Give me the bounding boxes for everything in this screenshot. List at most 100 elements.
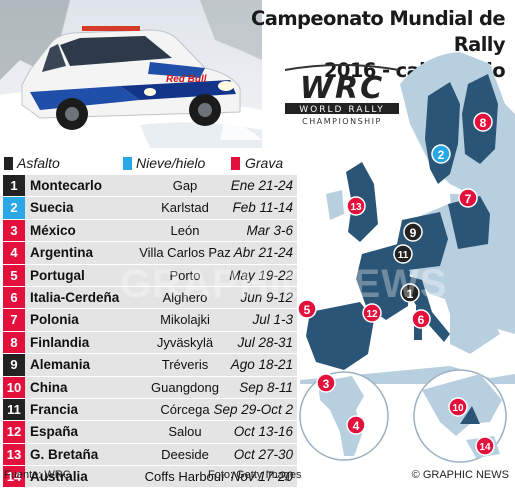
rally-city: Jyväskylä xyxy=(156,334,214,350)
map-land-ireland xyxy=(326,190,344,220)
map-marker-label-2: 2 xyxy=(438,148,445,162)
map-marker-label-11: 11 xyxy=(398,250,409,261)
map-marker-3 xyxy=(316,373,336,393)
asia-pacific-inset: 10 14 xyxy=(413,369,507,463)
rally-country: China xyxy=(30,379,68,395)
map-marker-label-14: 14 xyxy=(479,442,491,453)
map-marker-label-9: 9 xyxy=(410,226,417,240)
surface-legend: Asfalto Nieve/hielo Grava xyxy=(0,153,300,173)
round-number-badge: 12 xyxy=(3,421,25,443)
calendar-row: 10 China Guangdong Sep 8-11 xyxy=(3,376,297,399)
round-number-badge: 14 xyxy=(3,466,25,488)
rally-country: Australia xyxy=(30,469,88,485)
map-marker-label-6: 6 xyxy=(418,313,425,327)
round-number-badge: 3 xyxy=(3,219,25,242)
round-number-badge: 6 xyxy=(3,286,25,309)
map-marker-label-3: 3 xyxy=(323,377,330,391)
rally-city: León xyxy=(170,222,200,238)
wrc-logo-sub2: CHAMPIONSHIP xyxy=(302,117,382,126)
map-marker-12 xyxy=(362,303,382,323)
map-land-poland xyxy=(445,196,490,249)
rally-country: G. Bretaña xyxy=(30,446,99,462)
footer-photo-credit: Foto: Getty Images xyxy=(208,469,302,481)
legend-swatch-gravel xyxy=(231,157,240,170)
round-number-badge: 1 xyxy=(3,175,25,197)
rally-car-photo: Red Bull xyxy=(0,0,262,148)
rally-date: Sep 8-11 xyxy=(239,379,293,395)
calendar-row: 12 España Salou Oct 13-16 xyxy=(3,421,297,444)
legend-label-asphalt: Asfalto xyxy=(17,155,60,171)
red-bull-logo: Red Bull xyxy=(166,74,207,85)
rally-country: Polonia xyxy=(30,312,79,328)
rally-country: Portugal xyxy=(30,267,85,283)
map-marker-7 xyxy=(458,188,478,208)
rally-date: Feb 11-14 xyxy=(232,200,293,216)
map-marker-label-7: 7 xyxy=(465,192,472,206)
map-marker-9 xyxy=(403,222,423,242)
calendar-row: 4 Argentina Villa Carlos Paz Abr 21-24 xyxy=(3,242,297,265)
map-marker-8 xyxy=(473,112,493,132)
calendar-row: 14 Australia Coffs Harbour Nov 17-20 xyxy=(3,466,297,488)
legend-swatch-snow xyxy=(123,157,132,170)
round-number-badge: 7 xyxy=(3,309,25,331)
round-number-badge: 9 xyxy=(3,354,25,376)
calendar-row: 7 Polonia Mikolajki Jul 1-3 xyxy=(3,309,297,332)
footer-source: Fuente: WRC xyxy=(4,469,71,481)
rally-date: Nov 17-20 xyxy=(230,469,293,485)
rally-date: Abr 21-24 xyxy=(233,245,293,261)
map-marker-2 xyxy=(431,144,451,164)
round-number-badge: 10 xyxy=(3,376,25,398)
map-marker-1 xyxy=(400,283,420,303)
calendar-row: 13 G. Bretaña Deeside Oct 27-30 xyxy=(3,443,297,467)
rally-city: Gap xyxy=(172,178,198,193)
map-marker-6 xyxy=(411,309,431,329)
map-markers: 8 2 7 13 9 11 1 5 12 6 xyxy=(297,112,493,329)
round-number-badge: 5 xyxy=(3,264,25,286)
rally-date: Sep 29-Oct 2 xyxy=(213,401,293,417)
map-marker-label-5: 5 xyxy=(304,303,311,317)
rally-country: Montecarlo xyxy=(30,178,103,193)
legend-swatch-asphalt xyxy=(4,157,13,170)
rally-date: Oct 13-16 xyxy=(233,424,293,440)
rally-date: Jul 1-3 xyxy=(252,312,293,328)
rally-city: Porto xyxy=(169,267,201,283)
calendar-row: 3 México León Mar 3-6 xyxy=(3,219,297,243)
map-marker-10 xyxy=(448,397,468,417)
map-marker-label-8: 8 xyxy=(480,116,487,130)
rally-date: Jul 28-31 xyxy=(237,334,293,350)
map-land-iberia xyxy=(306,302,374,370)
round-number-badge: 2 xyxy=(3,197,25,219)
map-marker-4 xyxy=(346,415,366,435)
map-marker-label-4: 4 xyxy=(353,419,360,433)
round-number-badge: 4 xyxy=(3,242,25,264)
europe-map: 8 2 7 13 9 11 1 5 12 6 3 4 10 14 xyxy=(297,52,515,463)
calendar-row: 8 Finlandia Jyväskylä Jul 28-31 xyxy=(3,331,297,355)
map-land-france xyxy=(356,244,410,320)
wrc-logo-sub1: WORLD RALLY xyxy=(299,105,384,115)
map-marker-13 xyxy=(346,196,366,216)
rally-date: Ene 21-24 xyxy=(230,178,293,193)
rally-country: Italia-Cerdeña xyxy=(30,289,120,305)
round-number-badge: 11 xyxy=(3,398,25,421)
map-marker-label-13: 13 xyxy=(350,202,362,213)
rally-city: Karlstad xyxy=(161,200,209,216)
calendar-row: 6 Italia-Cerdeña Alghero Jun 9-12 xyxy=(3,286,297,310)
round-number-badge: 13 xyxy=(3,443,25,466)
footer-copyright: © GRAPHIC NEWS xyxy=(411,469,509,481)
calendar-row: 5 Portugal Porto May 19-22 xyxy=(3,264,297,287)
rally-country: Suecia xyxy=(30,200,74,216)
rally-city: Alghero xyxy=(162,289,208,305)
rally-date: Jun 9-12 xyxy=(240,289,293,305)
rally-date: Mar 3-6 xyxy=(246,222,293,238)
wrc-logo: WRC WORLD RALLY CHAMPIONSHIP xyxy=(281,64,403,128)
calendar-row: 9 Alemania Tréveris Ago 18-21 xyxy=(3,354,297,377)
calendar-row: 2 Suecia Karlstad Feb 11-14 xyxy=(3,197,297,220)
rally-city: Salou xyxy=(168,424,202,440)
wrc-logo-mark: WRC xyxy=(300,71,384,106)
rally-city: Villa Carlos Paz xyxy=(139,245,231,261)
map-marker-label-12: 12 xyxy=(366,309,378,320)
rally-city: Deeside xyxy=(161,446,209,462)
rally-city: Guangdong xyxy=(151,379,219,395)
rally-country: Francia xyxy=(30,401,79,417)
rally-city: Coffs Harbour xyxy=(144,469,226,485)
